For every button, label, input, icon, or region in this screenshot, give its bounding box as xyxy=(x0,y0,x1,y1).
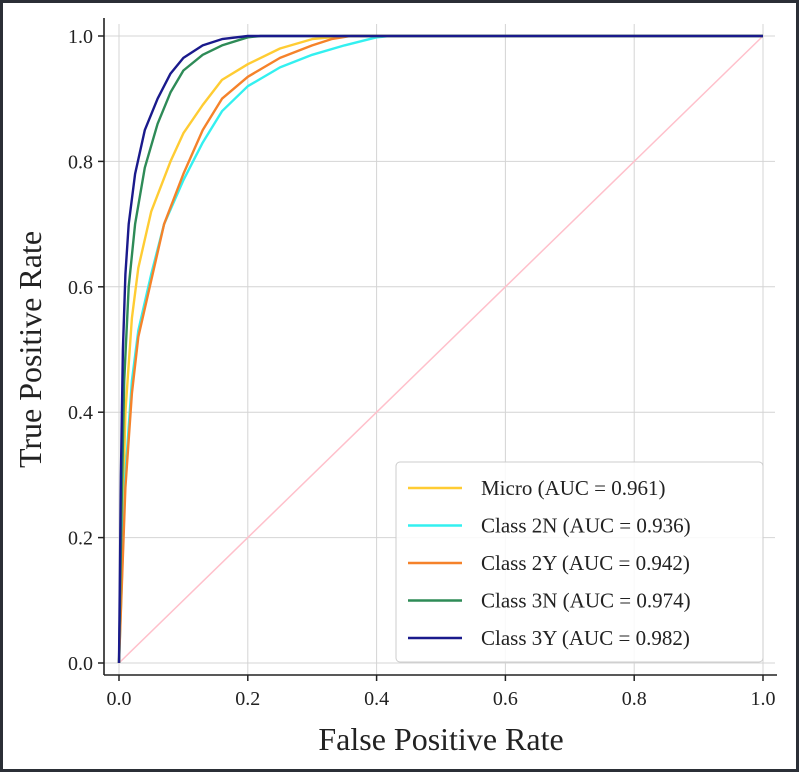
chart-frame: 0.0 0.2 0.4 0.6 0.8 1.0 0.0 0.2 0.4 0.6 0.8 1.0 Fal… xyxy=(3,3,796,769)
y-tick-label: 0.2 xyxy=(68,528,93,550)
series-lines xyxy=(117,34,763,664)
tick-labels: 0.0 0.2 0.4 0.6 0.8 1.0 0.0 0.2 0.4 0.6 0.8 1.0 xyxy=(68,26,776,710)
x-tick-label: 0.6 xyxy=(493,688,518,710)
y-tick-label: 0.8 xyxy=(68,151,93,173)
x-tick-label: 0.2 xyxy=(235,688,260,710)
y-tick-label: 1.0 xyxy=(68,26,93,48)
y-tick-label: 0.6 xyxy=(68,277,93,299)
legend-box xyxy=(395,461,764,663)
axes xyxy=(98,18,777,681)
chance-diagonal xyxy=(118,35,764,664)
legend-label-4: Class 3N (AUC = 0.974) xyxy=(481,589,691,613)
y-tick-label: 0.0 xyxy=(68,653,93,675)
y-axis-label: True Positive Rate xyxy=(12,231,48,468)
series-line-4 xyxy=(117,34,763,664)
legend-label-3: Class 2Y (AUC = 0.942) xyxy=(481,551,690,575)
diagonal-line xyxy=(118,35,764,664)
series-line-1 xyxy=(117,34,763,664)
legend-label-2: Class 2N (AUC = 0.936) xyxy=(481,514,691,538)
legend-label-5: Class 3Y (AUC = 0.982) xyxy=(481,626,690,650)
x-axis-label: False Positive Rate xyxy=(318,721,563,757)
y-tick-label: 0.4 xyxy=(68,402,93,424)
series-line-5 xyxy=(117,34,763,664)
legend: Micro (AUC = 0.961) Class 2N (AUC = 0.936… xyxy=(395,461,764,663)
x-tick-label: 0.4 xyxy=(364,688,389,710)
roc-chart: 0.0 0.2 0.4 0.6 0.8 1.0 0.0 0.2 0.4 0.6 0.8 1.0 Fal… xyxy=(12,18,777,757)
legend-label-1: Micro (AUC = 0.961) xyxy=(481,476,666,500)
series-line-3 xyxy=(117,34,763,664)
x-tick-label: 0.8 xyxy=(622,688,647,710)
x-tick-label: 0.0 xyxy=(107,688,132,710)
grid xyxy=(104,24,775,675)
x-tick-label: 1.0 xyxy=(751,688,776,710)
